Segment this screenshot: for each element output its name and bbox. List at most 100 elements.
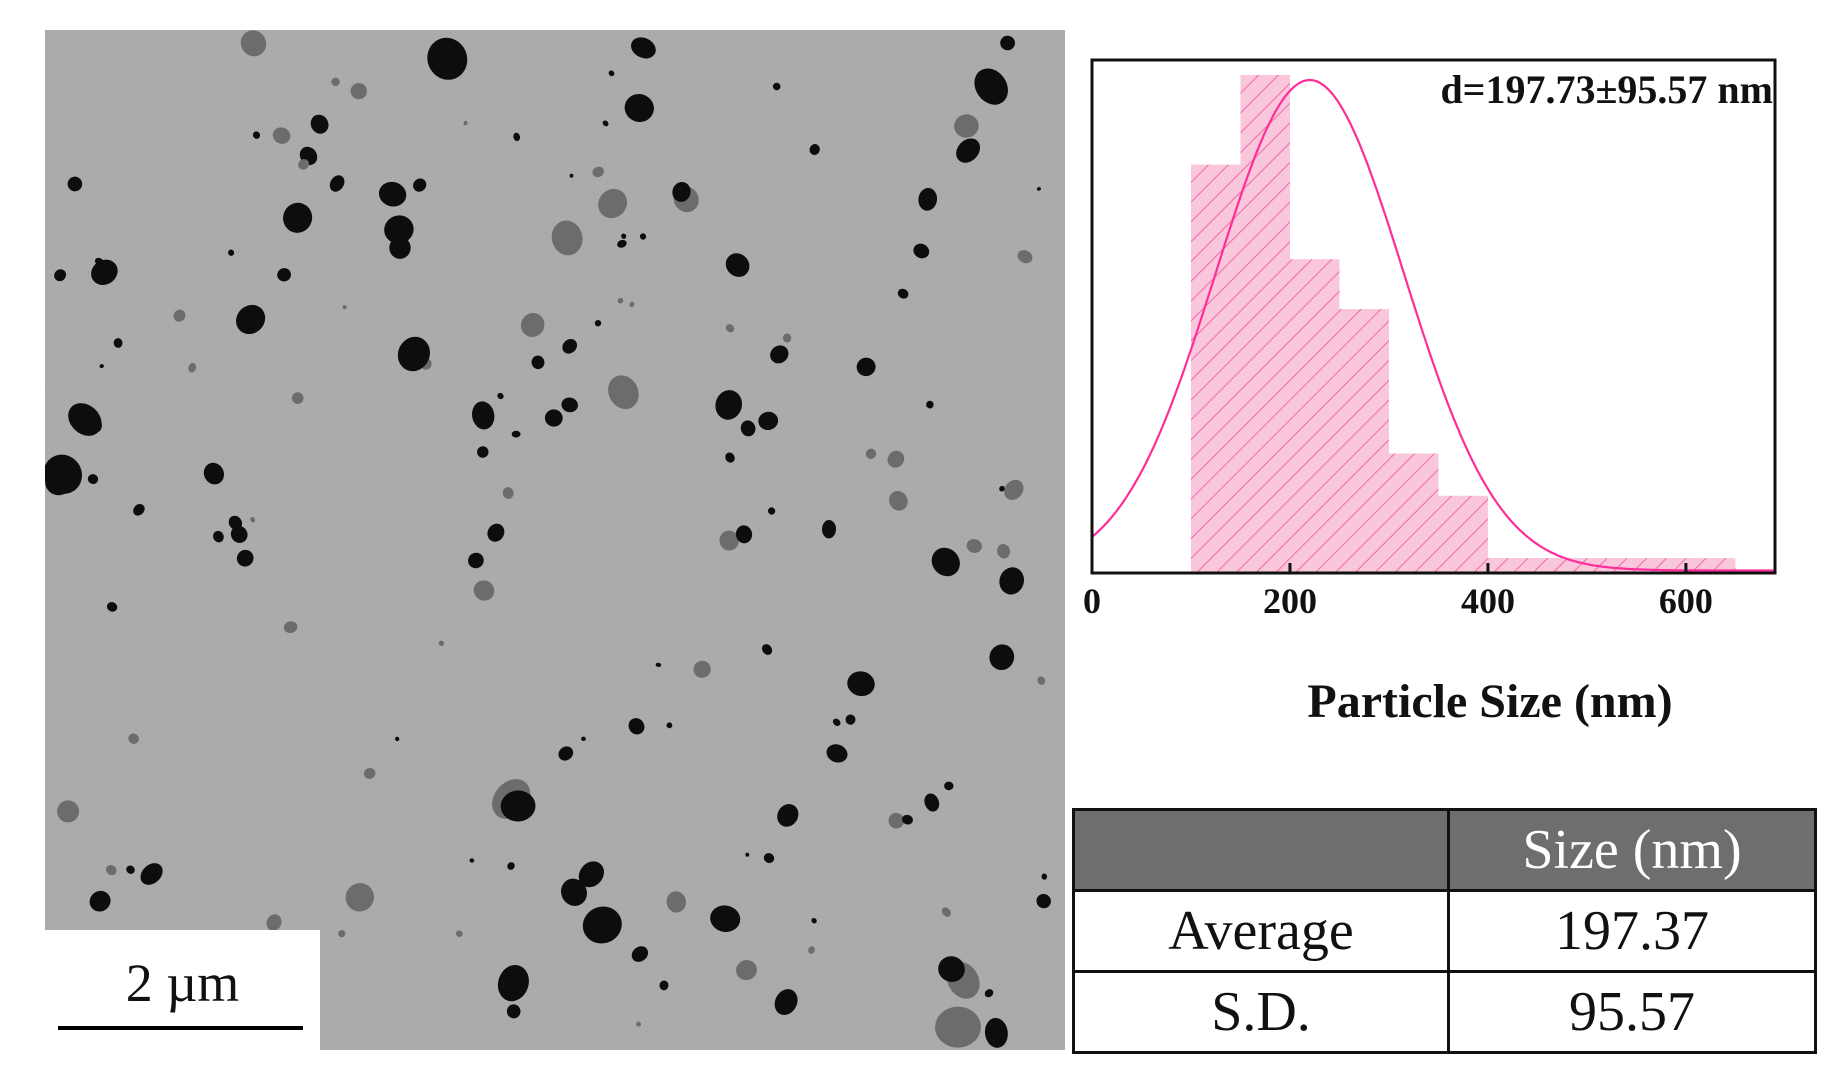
particle — [463, 120, 468, 126]
particle — [455, 930, 463, 937]
particle — [984, 1017, 1008, 1048]
table-header-row: Size (nm) — [1072, 808, 1817, 892]
particle — [521, 312, 545, 338]
plot-frame — [1090, 58, 1777, 575]
table-cell-label: S.D. — [1072, 970, 1450, 1054]
particle — [999, 567, 1025, 595]
particle — [736, 960, 757, 981]
particle — [277, 268, 291, 282]
particle — [913, 243, 930, 259]
particle — [770, 345, 789, 364]
particle — [598, 188, 628, 219]
particle — [999, 485, 1005, 492]
particle — [617, 297, 624, 304]
particle — [513, 132, 521, 142]
particle — [774, 989, 798, 1016]
particle — [719, 530, 739, 551]
particle — [578, 861, 604, 888]
particle — [636, 1021, 642, 1027]
histogram-bar — [1240, 75, 1290, 573]
particle — [832, 718, 841, 726]
particle — [811, 917, 817, 924]
particle — [808, 946, 815, 954]
particle — [477, 446, 489, 458]
table-cell-value: 197.37 — [1447, 889, 1817, 973]
particle — [628, 718, 645, 735]
particle — [507, 862, 515, 870]
particle — [639, 233, 647, 240]
particle — [502, 487, 514, 499]
particle — [989, 644, 1015, 671]
particle — [941, 907, 951, 917]
particle — [887, 450, 905, 468]
x-tick-label: 200 — [1263, 581, 1317, 621]
particle — [629, 301, 635, 308]
table-header-cell: Size (nm) — [1447, 808, 1817, 892]
particle — [772, 82, 781, 91]
particle — [897, 288, 909, 299]
particle — [715, 390, 743, 420]
particle — [809, 144, 820, 155]
particle — [984, 989, 994, 998]
particle — [1036, 187, 1041, 191]
histogram-bar — [1190, 164, 1241, 573]
particle — [931, 547, 960, 577]
particle — [1004, 479, 1024, 501]
particle — [397, 336, 430, 372]
scale-bar: 2 µm — [45, 930, 320, 1050]
particle — [106, 864, 117, 876]
particle — [345, 883, 374, 912]
histogram-bar — [1339, 309, 1389, 573]
particle — [203, 462, 225, 485]
particle — [725, 324, 735, 333]
particle — [468, 552, 484, 569]
particle — [1017, 250, 1033, 264]
particle — [845, 714, 856, 725]
particle — [230, 525, 248, 543]
particle — [938, 956, 965, 982]
particle — [569, 173, 574, 178]
particle — [252, 131, 261, 139]
particle — [562, 338, 578, 354]
particle — [865, 448, 877, 459]
particle — [57, 800, 80, 823]
particle — [602, 120, 609, 127]
particle — [777, 804, 799, 827]
particle — [506, 1004, 521, 1019]
particle — [725, 452, 735, 463]
particle — [956, 138, 981, 163]
particle — [966, 539, 982, 553]
particle — [133, 504, 145, 516]
particle — [113, 338, 123, 348]
particle — [395, 736, 400, 742]
x-tick-label: 0 — [1083, 581, 1101, 621]
table-row: S.D. 95.57 — [1072, 970, 1817, 1054]
particle — [655, 662, 662, 668]
particle — [342, 305, 347, 310]
particle — [500, 790, 536, 822]
particle — [378, 181, 407, 207]
particle — [1000, 35, 1015, 51]
particle — [847, 671, 875, 697]
particle — [763, 853, 775, 864]
particle — [1037, 676, 1046, 685]
particle — [473, 580, 495, 601]
particle — [735, 525, 753, 544]
particle — [782, 333, 792, 343]
particle — [710, 905, 741, 932]
particle — [511, 430, 521, 438]
tem-micrograph — [45, 30, 1065, 1050]
particle — [310, 114, 329, 134]
particle — [291, 392, 304, 404]
particle — [350, 82, 367, 100]
particle — [745, 852, 750, 857]
particle — [659, 980, 669, 991]
particle — [272, 127, 291, 144]
particle — [413, 178, 427, 192]
particle — [89, 890, 111, 912]
particle — [438, 640, 445, 646]
table-header-cell — [1072, 808, 1450, 892]
x-axis-ticks: 0 200 400 600 — [1083, 563, 1713, 621]
histogram-bar — [1289, 259, 1340, 573]
particle — [594, 319, 602, 327]
